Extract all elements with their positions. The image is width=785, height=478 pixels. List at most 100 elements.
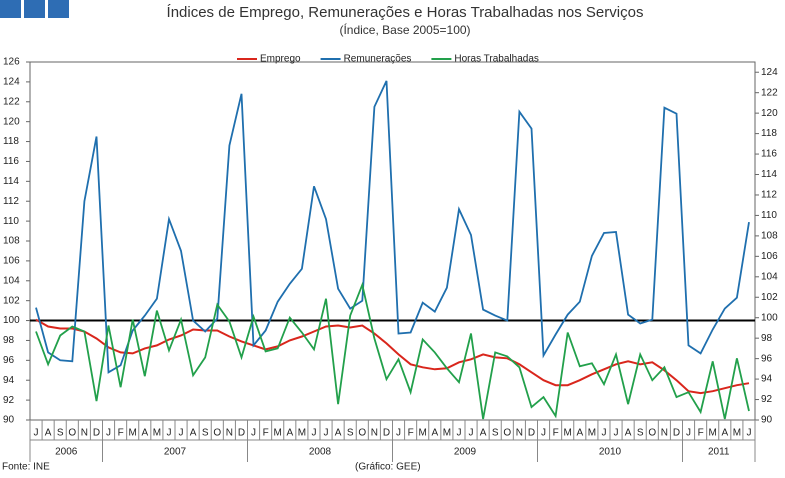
x-tick-label: M <box>298 428 306 439</box>
year-label: 2010 <box>599 447 622 458</box>
x-tick-label: N <box>516 428 523 439</box>
x-tick-label: J <box>686 428 691 439</box>
x-tick-label: J <box>34 428 39 439</box>
y-tick-label: 126 <box>3 57 20 68</box>
y-tick-label: 92 <box>3 395 15 406</box>
x-tick-label: A <box>45 428 52 439</box>
x-tick-label: A <box>576 428 583 439</box>
x-tick-label: M <box>153 428 161 439</box>
x-tick-label: A <box>721 428 728 439</box>
x-tick-label: A <box>480 428 487 439</box>
x-tick-label: A <box>190 428 197 439</box>
x-tick-label: M <box>129 428 137 439</box>
y2-tick-label: 106 <box>761 251 778 262</box>
y2-tick-label: 102 <box>761 292 778 303</box>
header-square <box>24 0 45 18</box>
x-tick-label: J <box>311 428 316 439</box>
y-tick-label: 98 <box>3 335 15 346</box>
year-label: 2007 <box>164 447 187 458</box>
x-tick-label: J <box>601 428 606 439</box>
x-tick-label: J <box>396 428 401 439</box>
x-tick-label: O <box>503 428 511 439</box>
y2-tick-label: 110 <box>761 210 777 221</box>
chart-subtitle: (Índice, Base 2005=100) <box>339 22 470 37</box>
y-tick-label: 100 <box>3 315 20 326</box>
x-tick-label: J <box>251 428 256 439</box>
x-tick-label: D <box>238 428 245 439</box>
x-tick-label: N <box>226 428 233 439</box>
x-tick-label: A <box>625 428 632 439</box>
series-line <box>35 281 750 420</box>
legend-label: Horas Trabalhadas <box>454 54 539 65</box>
x-tick-label: O <box>213 428 221 439</box>
x-tick-label: S <box>202 428 209 439</box>
x-tick-label: F <box>698 428 704 439</box>
x-tick-label: J <box>541 428 546 439</box>
x-tick-label: J <box>456 428 461 439</box>
x-tick-label: J <box>614 428 619 439</box>
x-tick-label: D <box>93 428 100 439</box>
y2-tick-label: 92 <box>761 394 773 405</box>
legend-label: Remunerações <box>344 54 412 65</box>
x-tick-label: J <box>746 428 751 439</box>
y-tick-label: 114 <box>3 176 19 187</box>
x-tick-label: F <box>263 428 269 439</box>
y-tick-label: 116 <box>3 156 19 167</box>
y2-tick-label: 116 <box>761 149 777 160</box>
header-square <box>0 0 21 18</box>
y-tick-label: 112 <box>3 196 19 207</box>
y2-tick-label: 96 <box>761 353 773 364</box>
x-tick-label: S <box>637 428 644 439</box>
x-tick-label: S <box>347 428 354 439</box>
x-tick-label: N <box>661 428 668 439</box>
x-tick-label: A <box>431 428 438 439</box>
x-tick-label: N <box>371 428 378 439</box>
y-tick-label: 110 <box>3 216 19 227</box>
y-tick-label: 94 <box>3 375 15 386</box>
x-tick-label: J <box>179 428 184 439</box>
y-tick-label: 118 <box>3 136 19 147</box>
y2-tick-label: 100 <box>761 312 778 323</box>
x-tick-label: M <box>733 428 741 439</box>
y-tick-label: 122 <box>3 96 20 107</box>
y-tick-label: 108 <box>3 236 20 247</box>
header-square <box>48 0 69 18</box>
y2-tick-label: 124 <box>761 67 778 78</box>
y-tick-label: 102 <box>3 295 20 306</box>
x-tick-label: M <box>443 428 451 439</box>
x-tick-label: A <box>335 428 342 439</box>
y2-tick-label: 94 <box>761 374 773 385</box>
x-tick-label: D <box>528 428 535 439</box>
y2-tick-label: 98 <box>761 333 773 344</box>
x-tick-label: J <box>106 428 111 439</box>
credit: (Gráfico: GEE) <box>355 462 421 473</box>
y2-tick-label: 112 <box>761 190 777 201</box>
x-tick-label: J <box>166 428 171 439</box>
y-tick-label: 104 <box>3 275 20 286</box>
x-tick-label: D <box>383 428 390 439</box>
series-line <box>35 318 750 395</box>
x-tick-label: A <box>141 428 148 439</box>
series-line <box>35 80 750 374</box>
x-tick-label: A <box>286 428 293 439</box>
x-tick-label: J <box>469 428 474 439</box>
legend-label: Emprego <box>260 54 301 65</box>
year-label: 2008 <box>309 447 332 458</box>
year-label: 2011 <box>708 447 730 458</box>
y2-tick-label: 90 <box>761 415 773 426</box>
x-tick-label: F <box>118 428 124 439</box>
y-tick-label: 96 <box>3 355 15 366</box>
y2-tick-label: 122 <box>761 87 778 98</box>
chart-title: Índices de Emprego, Remunerações e Horas… <box>167 4 644 21</box>
x-tick-label: O <box>358 428 366 439</box>
y2-tick-label: 118 <box>761 128 777 139</box>
y2-tick-label: 108 <box>761 231 778 242</box>
y2-tick-label: 104 <box>761 271 778 282</box>
x-tick-label: S <box>492 428 499 439</box>
y-tick-label: 106 <box>3 256 20 267</box>
y2-tick-label: 120 <box>761 108 778 119</box>
x-tick-label: M <box>419 428 427 439</box>
y-tick-label: 120 <box>3 116 20 127</box>
y-tick-label: 90 <box>3 415 15 426</box>
source: Fonte: INE <box>2 462 50 473</box>
